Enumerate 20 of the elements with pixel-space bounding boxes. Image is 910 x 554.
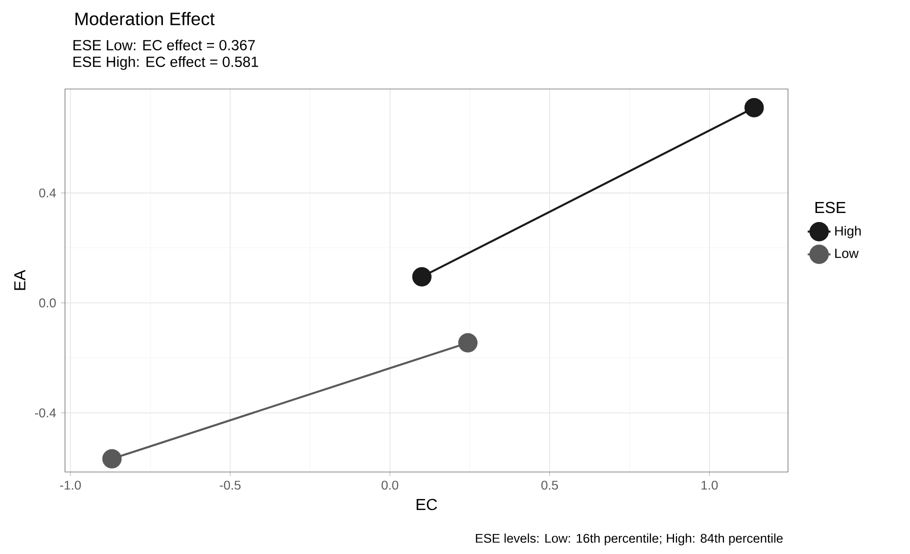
legend-label: Low <box>835 248 859 258</box>
x-tick-label: -0.5 <box>220 480 241 490</box>
chart-subtitle: ESE Low: EC effect = 0.367 ESE High: EC effect = 0.581 <box>73 40 258 70</box>
text: ESE levels: Low: 16th percentile; High: 84th percentile <box>476 533 783 546</box>
x-axis-title: EC <box>416 498 437 510</box>
y-tick-label: 0.0 <box>39 298 56 308</box>
y-tick-label: 0.4 <box>39 188 56 198</box>
point <box>102 449 122 468</box>
legend-label: High <box>835 226 861 238</box>
x-tick-label: 0.5 <box>541 480 558 490</box>
legend-title: ESE <box>815 202 846 214</box>
chart-title: Moderation Effect <box>76 12 215 26</box>
x-tick-label: -1.0 <box>60 480 81 490</box>
point <box>458 333 478 352</box>
point <box>412 267 432 286</box>
y-axis-title: EA <box>14 270 26 290</box>
point <box>744 98 764 118</box>
x-tick-label: 0.0 <box>382 480 398 490</box>
y-tick-label: -0.4 <box>35 408 56 418</box>
x-tick-label: 1.0 <box>702 480 718 490</box>
